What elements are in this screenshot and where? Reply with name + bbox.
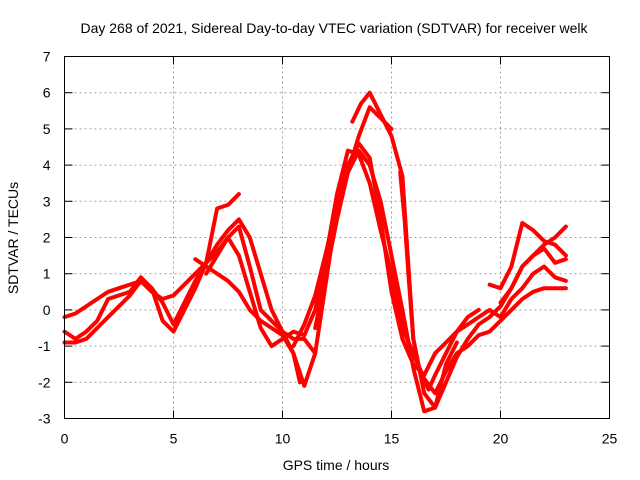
- y-tick-label: 4: [43, 157, 51, 173]
- series-line-sat-3: [62, 192, 241, 341]
- x-tick-label: 10: [275, 431, 291, 447]
- data-series: [62, 90, 568, 414]
- x-axis-title: GPS time / hours: [283, 457, 390, 473]
- y-tick-labels: -3 -2 -1 0 1 2 3 4 5 6 7: [38, 49, 51, 427]
- y-tick-label: 6: [43, 85, 51, 101]
- y-tick-label: 3: [43, 193, 51, 209]
- y-axis-title: SDTVAR / TECUs: [5, 182, 21, 294]
- y-tick-label: 1: [43, 266, 51, 282]
- y-tick-label: -2: [38, 374, 51, 390]
- y-tick-label: 7: [43, 49, 51, 65]
- grid-lines: [64, 56, 610, 419]
- y-tick-label: -3: [38, 411, 51, 427]
- y-tick-label: 2: [43, 230, 51, 246]
- x-tick-label: 20: [493, 431, 509, 447]
- x-tick-labels: 0 5 10 15 20 25: [61, 431, 618, 447]
- x-tick-label: 15: [384, 431, 400, 447]
- x-tick-label: 0: [61, 431, 69, 447]
- series-line-sat-2: [62, 217, 318, 356]
- series-line-sat-10: [487, 221, 568, 291]
- x-tick-label: 5: [170, 431, 178, 447]
- x-tick-label: 25: [602, 431, 618, 447]
- series-line-sat-5: [193, 141, 568, 388]
- y-tick-label: 5: [43, 121, 51, 137]
- axis-ticks: [64, 56, 610, 419]
- series-line-sat-1: [62, 224, 302, 385]
- chart-title: Day 268 of 2021, Sidereal Day-to-day VTE…: [80, 20, 588, 36]
- series-line-sat-9: [398, 170, 481, 392]
- y-tick-label: 0: [43, 302, 51, 318]
- series-line-sat-11: [498, 246, 568, 305]
- series-line-sat-6: [291, 105, 394, 349]
- y-tick-label: -1: [38, 338, 51, 354]
